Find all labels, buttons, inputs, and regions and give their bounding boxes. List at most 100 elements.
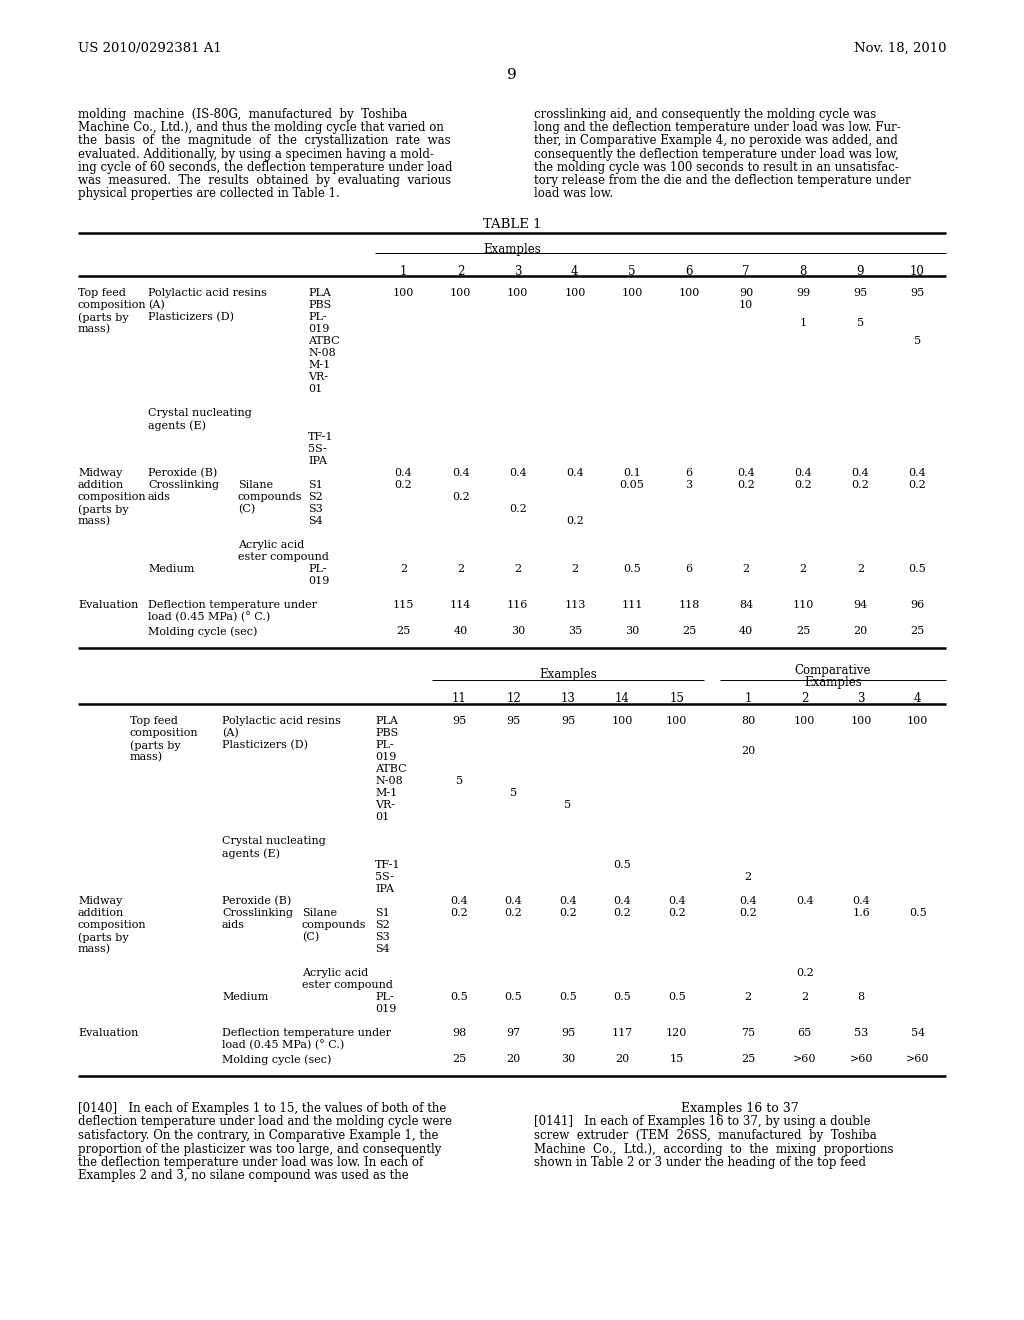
Text: 25: 25 <box>396 627 411 636</box>
Text: composition: composition <box>130 729 199 738</box>
Text: 0.5: 0.5 <box>559 993 577 1002</box>
Text: Examples 16 to 37: Examples 16 to 37 <box>681 1102 799 1115</box>
Text: 6: 6 <box>685 469 692 478</box>
Text: 120: 120 <box>667 1028 687 1038</box>
Text: 25: 25 <box>741 1055 756 1064</box>
Text: 0.5: 0.5 <box>668 993 686 1002</box>
Text: 2: 2 <box>800 564 807 574</box>
Text: VR-: VR- <box>375 800 395 810</box>
Text: Polylactic acid resins: Polylactic acid resins <box>148 288 267 298</box>
Text: 100: 100 <box>611 715 633 726</box>
Text: mass): mass) <box>78 323 112 334</box>
Text: S2: S2 <box>308 492 323 502</box>
Text: 2: 2 <box>857 564 864 574</box>
Text: M-1: M-1 <box>308 360 331 370</box>
Text: compounds: compounds <box>302 920 367 931</box>
Text: 40: 40 <box>454 627 468 636</box>
Text: 95: 95 <box>910 288 925 298</box>
Text: TABLE 1: TABLE 1 <box>482 218 542 231</box>
Text: 8: 8 <box>800 265 807 279</box>
Text: 0.2: 0.2 <box>668 908 686 917</box>
Text: Examples: Examples <box>539 668 597 681</box>
Text: shown in Table 2 or 3 under the heading of the top feed: shown in Table 2 or 3 under the heading … <box>534 1156 866 1170</box>
Text: 11: 11 <box>452 692 467 705</box>
Text: 5S-: 5S- <box>375 873 394 882</box>
Text: 98: 98 <box>452 1028 466 1038</box>
Text: 96: 96 <box>910 601 925 610</box>
Text: 0.4: 0.4 <box>737 469 755 478</box>
Text: 1.6: 1.6 <box>852 908 870 917</box>
Text: 0.4: 0.4 <box>739 896 757 906</box>
Text: Medium: Medium <box>148 564 195 574</box>
Text: 100: 100 <box>851 715 872 726</box>
Text: load (0.45 MPa) (° C.): load (0.45 MPa) (° C.) <box>222 1040 344 1051</box>
Text: Machine Co., Ltd.), and thus the molding cycle that varied on: Machine Co., Ltd.), and thus the molding… <box>78 121 443 135</box>
Text: 2: 2 <box>742 564 750 574</box>
Text: 100: 100 <box>622 288 643 298</box>
Text: >60: >60 <box>906 1055 930 1064</box>
Text: 113: 113 <box>564 601 586 610</box>
Text: 019: 019 <box>375 752 396 762</box>
Text: 10: 10 <box>739 300 754 310</box>
Text: Molding cycle (sec): Molding cycle (sec) <box>148 627 257 638</box>
Text: 8: 8 <box>858 993 865 1002</box>
Text: 10: 10 <box>910 265 925 279</box>
Text: load (0.45 MPa) (° C.): load (0.45 MPa) (° C.) <box>148 612 270 623</box>
Text: 20: 20 <box>507 1055 521 1064</box>
Text: 0.2: 0.2 <box>452 492 470 502</box>
Text: aids: aids <box>222 920 245 931</box>
Text: N-08: N-08 <box>308 348 336 358</box>
Text: S1: S1 <box>308 480 323 490</box>
Text: mass): mass) <box>130 752 163 763</box>
Text: PBS: PBS <box>308 300 331 310</box>
Text: VR-: VR- <box>308 372 328 381</box>
Text: 0.2: 0.2 <box>737 480 755 490</box>
Text: 114: 114 <box>450 601 471 610</box>
Text: 4: 4 <box>914 692 922 705</box>
Text: (parts by: (parts by <box>78 504 129 515</box>
Text: 0.4: 0.4 <box>795 469 812 478</box>
Text: PLA: PLA <box>375 715 398 726</box>
Text: 2: 2 <box>400 564 408 574</box>
Text: Silane: Silane <box>238 480 273 490</box>
Text: composition: composition <box>78 300 146 310</box>
Text: (parts by: (parts by <box>78 312 129 322</box>
Text: (C): (C) <box>238 504 255 515</box>
Text: 14: 14 <box>615 692 630 705</box>
Text: Peroxide (B): Peroxide (B) <box>148 469 217 478</box>
Text: 0.4: 0.4 <box>394 469 413 478</box>
Text: S2: S2 <box>375 920 390 931</box>
Text: 2: 2 <box>514 564 521 574</box>
Text: Silane: Silane <box>302 908 337 917</box>
Text: 40: 40 <box>739 627 754 636</box>
Text: US 2010/0292381 A1: US 2010/0292381 A1 <box>78 42 222 55</box>
Text: physical properties are collected in Table 1.: physical properties are collected in Tab… <box>78 187 340 201</box>
Text: 0.4: 0.4 <box>566 469 584 478</box>
Text: Machine  Co.,  Ltd.),  according  to  the  mixing  proportions: Machine Co., Ltd.), according to the mix… <box>534 1143 894 1155</box>
Text: long and the deflection temperature under load was low. Fur-: long and the deflection temperature unde… <box>534 121 901 135</box>
Text: IPA: IPA <box>308 455 327 466</box>
Text: 019: 019 <box>308 323 330 334</box>
Text: 0.5: 0.5 <box>623 564 641 574</box>
Text: 30: 30 <box>625 627 639 636</box>
Text: ATBC: ATBC <box>308 337 340 346</box>
Text: 5: 5 <box>857 318 864 327</box>
Text: 95: 95 <box>507 715 521 726</box>
Text: addition: addition <box>78 480 124 490</box>
Text: satisfactory. On the contrary, in Comparative Example 1, the: satisfactory. On the contrary, in Compar… <box>78 1129 438 1142</box>
Text: 100: 100 <box>393 288 415 298</box>
Text: mass): mass) <box>78 944 112 954</box>
Text: [0140]   In each of Examples 1 to 15, the values of both of the: [0140] In each of Examples 1 to 15, the … <box>78 1102 446 1115</box>
Text: Top feed: Top feed <box>78 288 126 298</box>
Text: 118: 118 <box>678 601 699 610</box>
Text: Molding cycle (sec): Molding cycle (sec) <box>222 1055 332 1065</box>
Text: 019: 019 <box>308 576 330 586</box>
Text: 019: 019 <box>375 1005 396 1014</box>
Text: 0.2: 0.2 <box>559 908 577 917</box>
Text: addition: addition <box>78 908 124 917</box>
Text: 12: 12 <box>506 692 521 705</box>
Text: 4: 4 <box>571 265 579 279</box>
Text: 0.2: 0.2 <box>739 908 757 917</box>
Text: Deflection temperature under: Deflection temperature under <box>148 601 317 610</box>
Text: compounds: compounds <box>238 492 302 502</box>
